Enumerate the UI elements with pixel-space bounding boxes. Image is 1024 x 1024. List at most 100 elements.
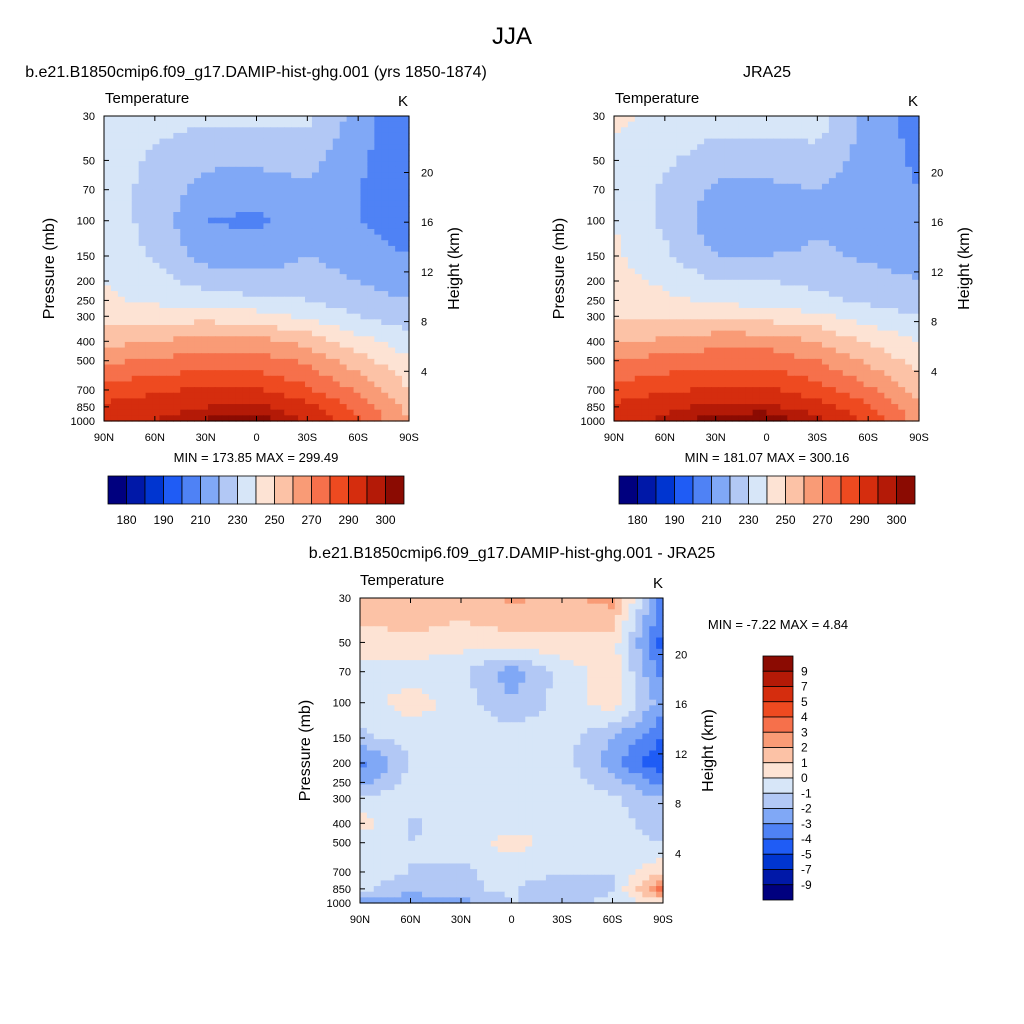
contour-cell [388,127,396,134]
contour-cell [124,415,133,422]
contour-cell [291,116,299,123]
contour-cell [207,381,216,388]
contour-cell [353,308,362,315]
contour-cell [207,291,216,298]
contour-cell [228,127,237,134]
contour-cell [277,257,285,264]
contour-cell [704,268,712,275]
contour-cell [305,404,313,411]
contour-cell [194,330,202,337]
contour-cell [318,274,327,281]
contour-cell [311,302,320,309]
contour-cell [912,296,920,303]
contour-cell [360,308,369,315]
contour-cell [311,195,320,202]
contour-cell [110,347,119,354]
contour-cell [207,279,216,287]
contour-cell [117,353,126,360]
contour-cell [766,291,775,298]
contour-cell [332,155,341,162]
contour-cell [152,183,161,191]
contour-cell [159,364,167,371]
contour-cell [388,189,396,196]
colorbar-tick-label: 230 [738,513,758,527]
contour-cell [381,228,389,236]
contour-cell [752,353,761,360]
contour-cell [870,285,879,292]
contour-cell [601,598,609,605]
contour-cell [773,149,781,157]
contour-cell [648,353,657,360]
contour-cell [697,127,705,134]
contour-cell [676,364,684,371]
contour-cell [339,381,348,388]
contour-cell [752,183,761,191]
contour-cell [676,319,684,326]
contour-cell [641,404,650,411]
contour-cell [138,212,147,219]
colorbar-swatch [107,475,127,505]
contour-cell [815,268,823,275]
contour-cell [697,375,705,383]
contour-cell [912,285,920,292]
contour-cell [367,172,375,179]
contour-cell [360,375,369,383]
contour-cell [104,375,112,383]
contour-cell [207,387,216,394]
contour-cell [801,240,809,247]
contour-cell [641,234,650,241]
contour-cell [117,336,126,343]
contour-cell [360,415,369,422]
contour-cell [159,375,167,383]
contour-cell [402,387,410,394]
contour-cell [110,341,119,349]
x-tick-label: 60S [348,432,368,444]
contour-cell [145,223,154,230]
contour-cell [110,291,119,298]
contour-cell [683,189,691,196]
contour-cell [194,375,202,383]
contour-cell [332,268,341,275]
contour-cell [711,381,719,388]
contour-cell [318,302,327,309]
contour-cell [898,121,906,128]
contour-cell [395,324,403,332]
contour-cell [518,598,526,605]
contour-cell [318,404,327,411]
contour-cell [752,144,761,151]
contour-cell [187,121,195,128]
contour-cell [898,381,906,388]
contour-cell [214,336,223,343]
contour-cell [627,341,636,349]
contour-cell [207,178,216,185]
contour-cell [339,404,348,411]
contour-cell [801,262,809,270]
contour-cell [891,172,899,179]
contour-cell [242,155,251,162]
contour-cell [898,178,906,185]
contour-cell [634,381,643,388]
contour-cell [835,285,844,292]
contour-cell [717,381,726,388]
contour-cell [905,330,913,337]
contour-cell [815,223,823,230]
contour-cell [366,598,375,605]
contour-cell [690,251,698,258]
contour-cell [214,223,223,230]
contour-cell [284,381,292,388]
contour-cell [367,127,375,134]
contour-field [614,116,920,422]
contour-cell [738,336,747,343]
contour-cell [353,381,362,388]
contour-cell [690,330,698,337]
contour-cell [676,274,684,281]
contour-cell [662,138,671,145]
contour-cell [325,387,334,394]
contour-cell [104,183,112,191]
contour-cell [291,206,299,213]
contour-cell [669,240,677,247]
contour-cell [353,217,362,224]
contour-cell [641,138,650,145]
contour-cell [388,308,396,315]
contour-cell [614,189,622,196]
